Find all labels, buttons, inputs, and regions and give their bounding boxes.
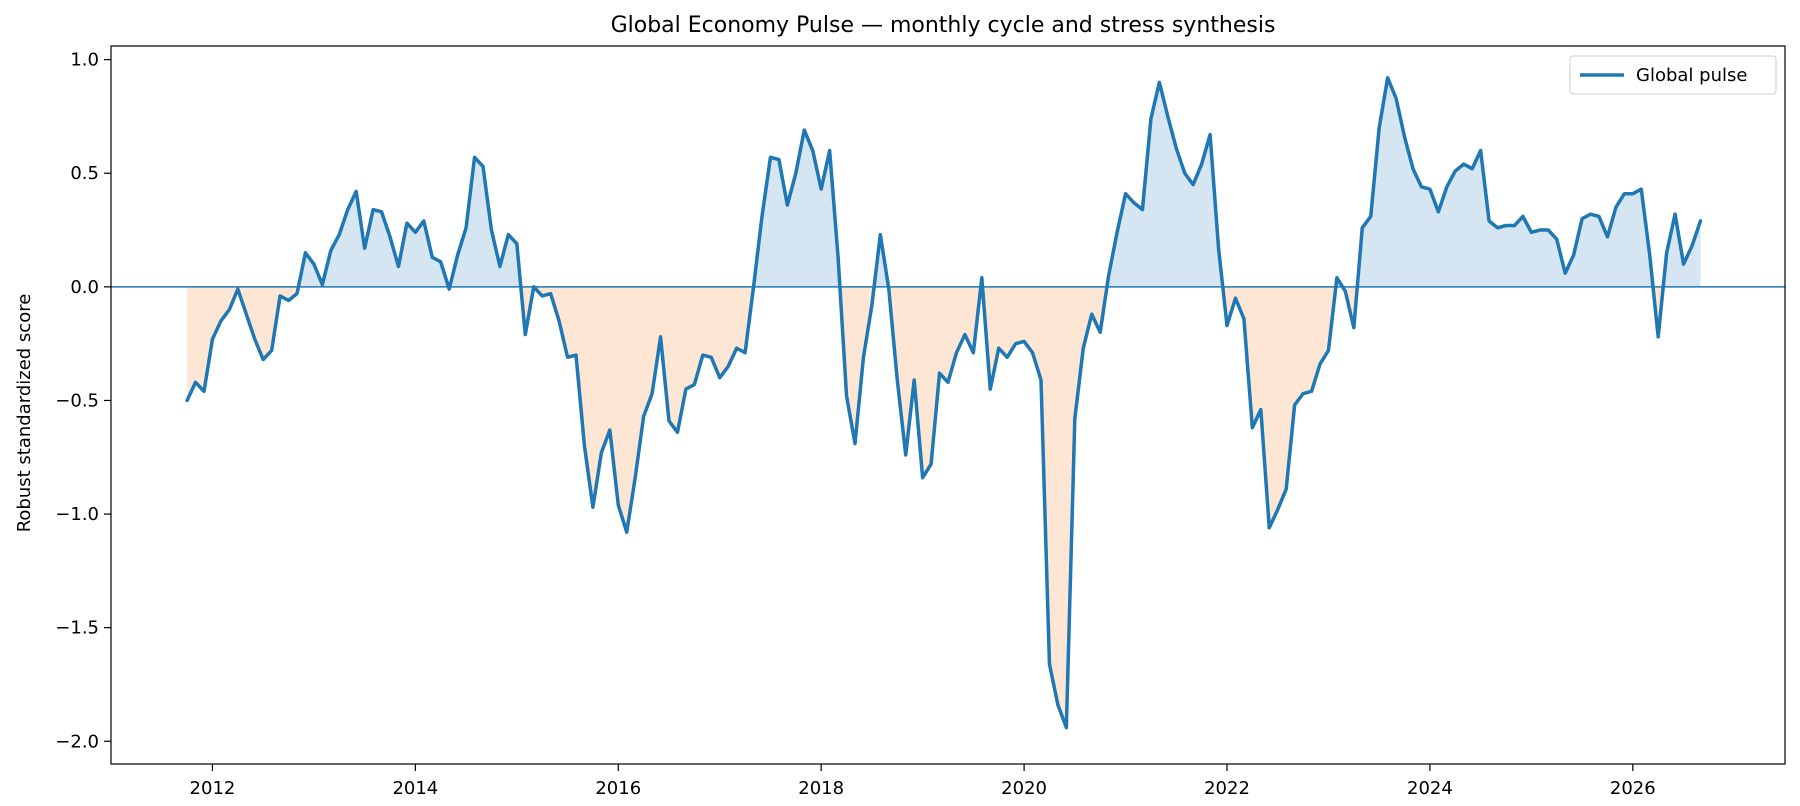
y-tick-label: −0.5 (55, 390, 99, 411)
y-axis-title: Robust standardized score (14, 294, 35, 533)
area-below-zero-10 (888, 286, 981, 478)
y-tick-label: 0.5 (70, 163, 99, 184)
x-tick-label: 2012 (190, 778, 236, 799)
y-tick-label: 0.0 (70, 277, 99, 298)
area-above-zero-7 (753, 130, 840, 287)
area-above-zero-3 (449, 157, 521, 287)
area-below-zero-0 (187, 286, 299, 401)
y-tick-label: −1.5 (55, 618, 99, 639)
y-tick-label: 1.0 (70, 50, 99, 71)
x-tick-label: 2020 (1001, 778, 1047, 799)
x-axis: 2012 2014 2016 2018 2020 2022 2024 2026 (190, 764, 1656, 799)
legend-box (1569, 55, 1777, 95)
y-tick-label: −2.0 (55, 731, 99, 752)
plot-area (111, 76, 1785, 730)
x-tick-label: 2022 (1204, 778, 1250, 799)
area-below-zero-6 (533, 286, 754, 533)
legend-label-global-pulse: Global pulse (1636, 65, 1747, 86)
x-tick-label: 2018 (798, 778, 844, 799)
y-axis: 1.0 0.5 0.0 −0.5 −1.0 −1.5 −2.0 (55, 50, 111, 752)
area-below-zero-14 (1222, 286, 1336, 528)
plot-frame (110, 45, 1786, 765)
x-tick-label: 2026 (1610, 778, 1656, 799)
legend: Global pulse (1569, 55, 1777, 95)
series-line-global-pulse (185, 76, 1703, 730)
y-tick-label: −1.0 (55, 504, 99, 525)
chart-title: Global Economy Pulse — monthly cycle and… (611, 13, 1276, 38)
area-above-zero-13 (1106, 82, 1223, 287)
x-tick-label: 2016 (595, 778, 641, 799)
x-tick-label: 2024 (1407, 778, 1453, 799)
x-tick-label: 2014 (392, 778, 438, 799)
area-above-zero-1 (298, 191, 449, 287)
area-above-zero-17 (1357, 77, 1654, 287)
